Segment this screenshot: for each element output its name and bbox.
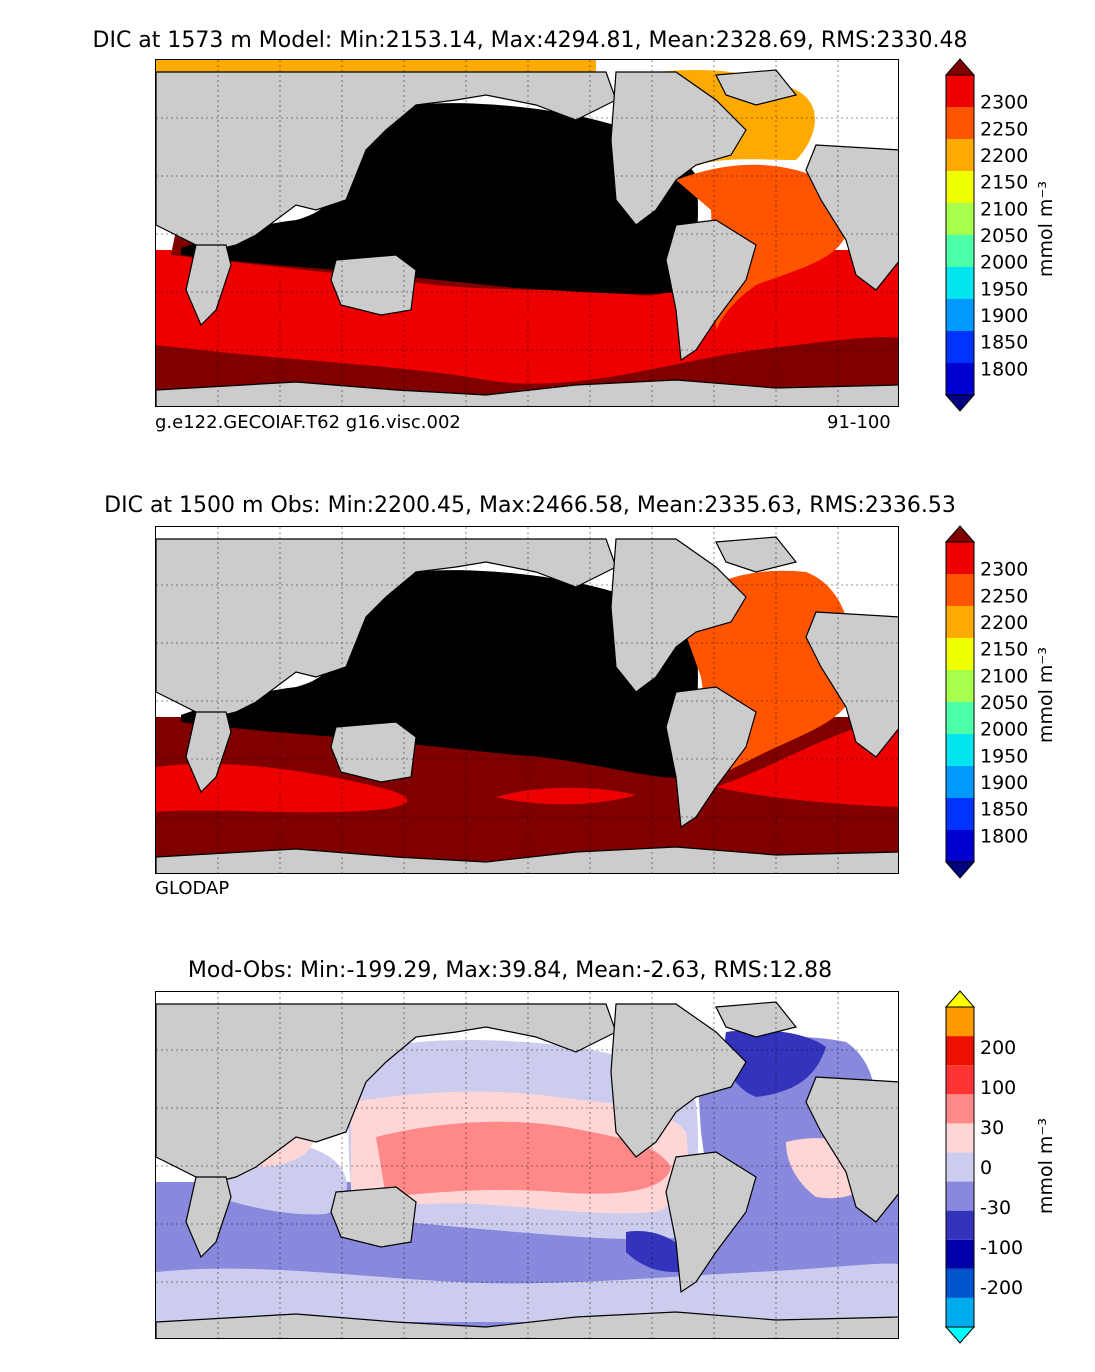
panel-3-colorbar-tick-label: 200 xyxy=(980,1037,1016,1059)
panel-1-colorbar-bin xyxy=(946,299,974,331)
antarctica-land xyxy=(156,379,898,406)
panel-3-colorbar-extend-min xyxy=(944,1326,976,1344)
panel-2-colorbar-bin xyxy=(946,798,974,830)
panel-3-colorbar-bin xyxy=(946,1036,974,1066)
panel-2-colorbar-tick-label: 2200 xyxy=(980,612,1028,634)
panel-3-unit: mmol m⁻³ xyxy=(1035,1117,1058,1215)
panel-2-colorbar-frame xyxy=(945,541,975,863)
pacific-indian-deep-field xyxy=(181,570,698,778)
panel-2-title: DIC at 1500 m Obs: Min:2200.45, Max:2466… xyxy=(104,493,956,518)
panel-3-colorbar-tick-label: 0 xyxy=(980,1157,992,1179)
atlantic-south-field xyxy=(716,717,898,807)
panel-1-colorbar-tick-label: 2250 xyxy=(980,118,1028,140)
panel-2-colorbar-bin xyxy=(946,638,974,670)
panel-2-colorbar-tick-label: 1900 xyxy=(980,772,1028,794)
panel-1-colorbar-tick-label: 2000 xyxy=(980,252,1028,274)
panel-2-colorbar-bin xyxy=(946,830,974,862)
panel-1-colorbar-tick-label: 2200 xyxy=(980,145,1028,167)
panel-2-caption-left: GLODAP xyxy=(155,878,230,899)
panel-1-unit: mmol m⁻³ xyxy=(1035,180,1058,278)
africa-land xyxy=(805,144,898,291)
panel-1-colorbar-bin xyxy=(946,139,974,171)
panel-3-colorbar-bin xyxy=(946,1181,974,1211)
panel-3-colorbar-bin xyxy=(946,1297,974,1327)
panel-2-colorbar: 1800 1850 1900 1950 2000 2050 2100 2150 2200 2250… xyxy=(944,525,1028,879)
panel-1-colorbar-tick-label: 1850 xyxy=(980,332,1028,354)
panel-3-colorbar: -200 -100 -30 0 30 100 200 xyxy=(944,990,1023,1344)
panel-2-colorbar-extend-max xyxy=(944,525,976,543)
panel-1-caption-right: 91-100 xyxy=(827,412,891,433)
panel-2-colorbar-bin xyxy=(946,766,974,798)
panel-1-colorbar-bin xyxy=(946,75,974,107)
indian-south-field xyxy=(156,763,408,813)
panel-2-map xyxy=(155,526,899,874)
australia-land xyxy=(330,254,417,316)
panel-1-colorbar-bin xyxy=(946,203,974,235)
panel-2-colorbar-bin xyxy=(946,734,974,766)
panel-2-colorbar-bin xyxy=(946,670,974,702)
panel-3-colorbar-tick-label: -100 xyxy=(980,1237,1023,1259)
panel-3-colorbar-bin xyxy=(946,1094,974,1124)
panel-2-colorbar-bin xyxy=(946,574,974,606)
panel-3-map xyxy=(155,991,899,1339)
panel-3-colorbar-tick-label: -200 xyxy=(980,1277,1023,1299)
panel-1-colorbar-tick-label: 2050 xyxy=(980,225,1028,247)
panel-2-colorbar-tick-label: 1800 xyxy=(980,825,1028,847)
antarctic-anomaly-field xyxy=(156,1263,898,1322)
panel-1-colorbar-tick-label: 2150 xyxy=(980,172,1028,194)
panel-2-colorbar-tick-label: 2150 xyxy=(980,639,1028,661)
arctic-field xyxy=(156,60,596,72)
labrador-neg-field xyxy=(724,1030,826,1097)
panel-1-colorbar-tick-label: 1900 xyxy=(980,305,1028,327)
panel-3-colorbar-frame xyxy=(945,1006,975,1328)
panel-1-colorbar-bin xyxy=(946,235,974,267)
panel-3-colorbar-bin xyxy=(946,1152,974,1182)
panel-3-colorbar-bin xyxy=(946,1239,974,1269)
panel-1-caption-left: g.e122.GECOIAF.T62 g16.visc.002 xyxy=(155,412,461,433)
panel-2-colorbar-extend-min xyxy=(944,861,976,879)
panel-3-colorbar-bin xyxy=(946,1210,974,1240)
panel-1-colorbar: 1800 1850 1900 1950 2000 2050 2100 2150 2200 2250… xyxy=(944,58,1028,412)
panel-2-colorbar-bin xyxy=(946,702,974,734)
panel-3-colorbar-bin xyxy=(946,1065,974,1095)
panel-2-colorbar-tick-label: 2000 xyxy=(980,719,1028,741)
india-land xyxy=(185,244,232,327)
panel-2-colorbar-tick-label: 2300 xyxy=(980,559,1028,581)
panel-2-colorbar-bin xyxy=(946,542,974,574)
panel-3-colorbar-bin xyxy=(946,1007,974,1037)
panel-1-colorbar-bin xyxy=(946,363,974,395)
panel-2-colorbar-tick-label: 1950 xyxy=(980,745,1028,767)
south-america-land xyxy=(665,219,757,362)
north-america-land xyxy=(610,71,747,226)
panel-2-unit: mmol m⁻³ xyxy=(1035,646,1058,744)
panel-3-colorbar-tick-label: -30 xyxy=(980,1197,1011,1219)
pacific-south-field xyxy=(496,787,636,805)
panel-1-title: DIC at 1573 m Model: Min:2153.14, Max:42… xyxy=(92,28,968,53)
panel-3-colorbar-extend-max xyxy=(944,990,976,1008)
panel-1-colorbar-tick-label: 1800 xyxy=(980,358,1028,380)
panel-1-colorbar-tick-label: 1950 xyxy=(980,278,1028,300)
panel-1-colorbar-frame xyxy=(945,74,975,396)
panel-3-colorbar-tick-label: 30 xyxy=(980,1117,1004,1139)
panel-1-colorbar-tick-label: 2300 xyxy=(980,92,1028,114)
panel-2-colorbar-bin xyxy=(946,606,974,638)
panel-1-colorbar-extend-max xyxy=(944,58,976,76)
panel-3-title: Mod-Obs: Min:-199.29, Max:39.84, Mean:-2… xyxy=(187,958,833,983)
panel-1-colorbar-tick-label: 2100 xyxy=(980,198,1028,220)
panel-1-map xyxy=(155,59,899,407)
panel-1-colorbar-bin xyxy=(946,267,974,299)
pacific-strong-pos-field xyxy=(376,1121,671,1197)
panel-1-colorbar-extend-min xyxy=(944,394,976,412)
panel-3-colorbar-bin xyxy=(946,1123,974,1153)
panel-1-colorbar-bin xyxy=(946,107,974,139)
panel-1-colorbar-bin xyxy=(946,331,974,363)
panel-2-colorbar-tick-label: 2050 xyxy=(980,692,1028,714)
panel-3-colorbar-bin xyxy=(946,1268,974,1298)
panel-1-colorbar-bin xyxy=(946,171,974,203)
panel-2-colorbar-tick-label: 2100 xyxy=(980,665,1028,687)
panel-2-colorbar-tick-label: 2250 xyxy=(980,585,1028,607)
panel-2-colorbar-tick-label: 1850 xyxy=(980,799,1028,821)
pacific-indian-deep-field xyxy=(181,103,698,294)
panel-3-colorbar-tick-label: 100 xyxy=(980,1077,1016,1099)
